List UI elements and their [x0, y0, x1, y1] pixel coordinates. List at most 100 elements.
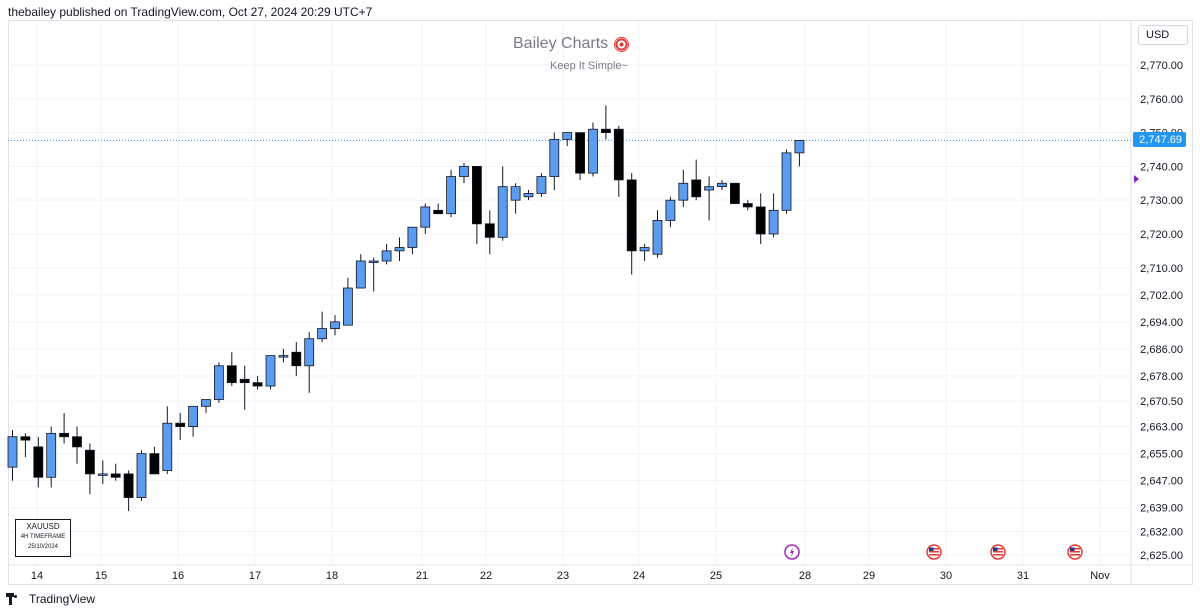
candle-body [459, 165, 469, 177]
candle-body [110, 473, 121, 478]
y-tick-label: 2,670.50 [1140, 396, 1183, 408]
candle-body [149, 453, 160, 475]
tradingview-logo-icon [6, 593, 23, 605]
candle-body [20, 436, 31, 441]
candle-body [304, 338, 315, 367]
stamp-symbol: XAUUSD [26, 522, 60, 531]
y-tick-label: 2,639.00 [1140, 503, 1183, 515]
candle-body [59, 432, 69, 438]
candle-body [717, 182, 727, 188]
x-tick-label: 18 [326, 570, 338, 582]
x-tick-label: 16 [172, 570, 184, 582]
footer: TradingView [6, 592, 95, 606]
candle-body [394, 247, 405, 252]
y-tick-label: 2,632.00 [1140, 526, 1183, 538]
y-tick-label: 2,694.00 [1140, 317, 1183, 329]
candle-body [613, 128, 624, 181]
candle-body [136, 453, 147, 498]
candle-body [484, 223, 495, 238]
candle-body [549, 138, 560, 177]
candle-body [162, 422, 173, 471]
candle-body [213, 365, 224, 400]
x-tick-label: 25 [710, 570, 722, 582]
candle-body [355, 260, 366, 289]
x-tick-label: 30 [940, 570, 952, 582]
candle-body [85, 449, 95, 475]
candle-body [252, 382, 263, 387]
x-tick-label: 21 [416, 570, 428, 582]
candle-body [407, 226, 418, 248]
price-marker-icon [1134, 175, 1139, 183]
y-tick-label: 2,647.00 [1140, 476, 1183, 488]
candle-body [575, 132, 585, 174]
us-flag-event-icon [1067, 544, 1083, 560]
candle-body [291, 351, 302, 367]
stamp-timeframe: 4H TIMEFRAME [20, 534, 66, 540]
candle-body [742, 203, 753, 208]
currency-selector[interactable]: USD [1138, 25, 1188, 45]
y-tick-label: 2,686.00 [1140, 344, 1183, 356]
candle-body [7, 436, 18, 468]
candle-body [420, 206, 431, 228]
lightning-event-icon [784, 544, 800, 560]
last-price-label: 2,747.69 [1133, 132, 1186, 147]
y-tick-label: 2,730.00 [1140, 195, 1183, 207]
x-tick-label: 15 [95, 570, 107, 582]
candle-body [755, 206, 766, 235]
candle-body [97, 473, 108, 476]
candle-body [691, 179, 702, 198]
y-tick-label: 2,760.00 [1140, 94, 1183, 106]
candle-body [433, 209, 444, 215]
footer-brand: TradingView [29, 592, 96, 606]
publisher-header: thebailey published on TradingView.com, … [8, 5, 373, 19]
y-tick-label: 2,625.00 [1140, 550, 1183, 562]
x-tick-label: 22 [480, 570, 492, 582]
candle-body [588, 128, 598, 174]
candle-body [239, 378, 250, 384]
y-tick-label: 2,710.00 [1140, 263, 1183, 275]
candle-body [265, 355, 276, 387]
candle-body [278, 355, 289, 358]
watermark-title: Bailey Charts [513, 35, 609, 52]
candle-body [626, 179, 637, 252]
candle-body [497, 186, 508, 238]
candle-body [794, 139, 805, 154]
y-tick-label: 2,740.00 [1140, 161, 1183, 173]
candle-body [678, 182, 689, 201]
candle-body [72, 436, 82, 448]
us-flag-event-icon [926, 544, 942, 560]
target-icon [614, 36, 630, 52]
candle-body [317, 328, 328, 340]
candle-body [601, 128, 611, 133]
candle-body [381, 250, 392, 262]
candle-body [46, 432, 57, 478]
x-tick-label: 17 [249, 570, 261, 582]
y-tick-label: 2,678.00 [1140, 371, 1183, 383]
candle-body [768, 209, 779, 235]
y-tick-label: 2,770.00 [1140, 60, 1183, 72]
y-tick-label: 2,702.00 [1140, 290, 1183, 302]
candle-body [201, 399, 211, 407]
watermark-subtitle: Keep It Simple~ [550, 60, 628, 72]
x-tick-label: 23 [557, 570, 569, 582]
candle-body [33, 446, 44, 478]
us-flag-event-icon [990, 544, 1006, 560]
candle-body [562, 132, 573, 140]
candle-body [510, 186, 521, 201]
candle-body [226, 365, 237, 384]
x-tick-label: Nov [1090, 570, 1110, 582]
x-tick-label: 24 [633, 570, 645, 582]
candle-body [704, 186, 714, 191]
watermark-title-row: Bailey Charts [513, 35, 630, 53]
symbol-stamp: XAUUSD 4H TIMEFRAME 25/10/2024 [15, 519, 71, 557]
x-tick-label: 29 [863, 570, 875, 582]
candle-body [471, 165, 482, 225]
candle-body [665, 199, 676, 221]
x-tick-label: 14 [31, 570, 43, 582]
chart-frame [8, 20, 1193, 585]
candle-body [175, 422, 186, 427]
x-tick-label: 28 [799, 570, 811, 582]
y-tick-label: 2,663.00 [1140, 422, 1183, 434]
candle-body [639, 247, 650, 252]
